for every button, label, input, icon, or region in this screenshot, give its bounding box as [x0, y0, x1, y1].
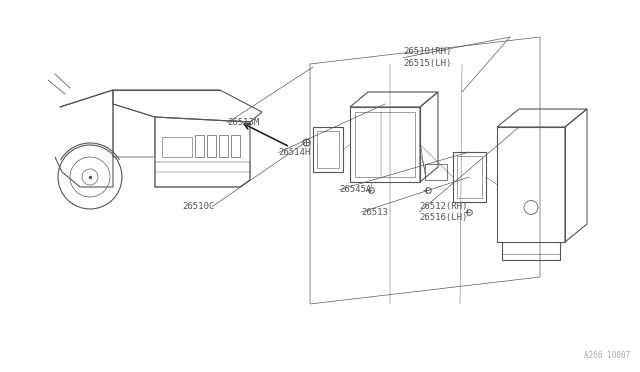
Bar — [195, 135, 204, 157]
Text: 26510(RH)
26515(LH): 26510(RH) 26515(LH) — [403, 47, 452, 68]
Text: 26512(RH)
26516(LH): 26512(RH) 26516(LH) — [419, 202, 468, 222]
Bar — [497, 127, 565, 242]
Bar — [313, 127, 343, 172]
Text: 26513M: 26513M — [227, 118, 259, 127]
Text: A266 10007: A266 10007 — [584, 351, 630, 360]
Bar — [425, 164, 447, 180]
Text: 26545A: 26545A — [339, 185, 371, 194]
Text: 26510C: 26510C — [182, 202, 214, 211]
Bar — [453, 152, 486, 202]
Bar — [355, 112, 415, 177]
Bar — [350, 107, 420, 182]
Bar — [219, 135, 228, 157]
Bar — [317, 131, 339, 168]
Bar — [231, 135, 240, 157]
Text: 26513: 26513 — [362, 208, 388, 217]
Bar — [207, 135, 216, 157]
Text: 26514H: 26514H — [278, 148, 310, 157]
Bar — [457, 156, 482, 198]
Bar — [162, 137, 192, 157]
